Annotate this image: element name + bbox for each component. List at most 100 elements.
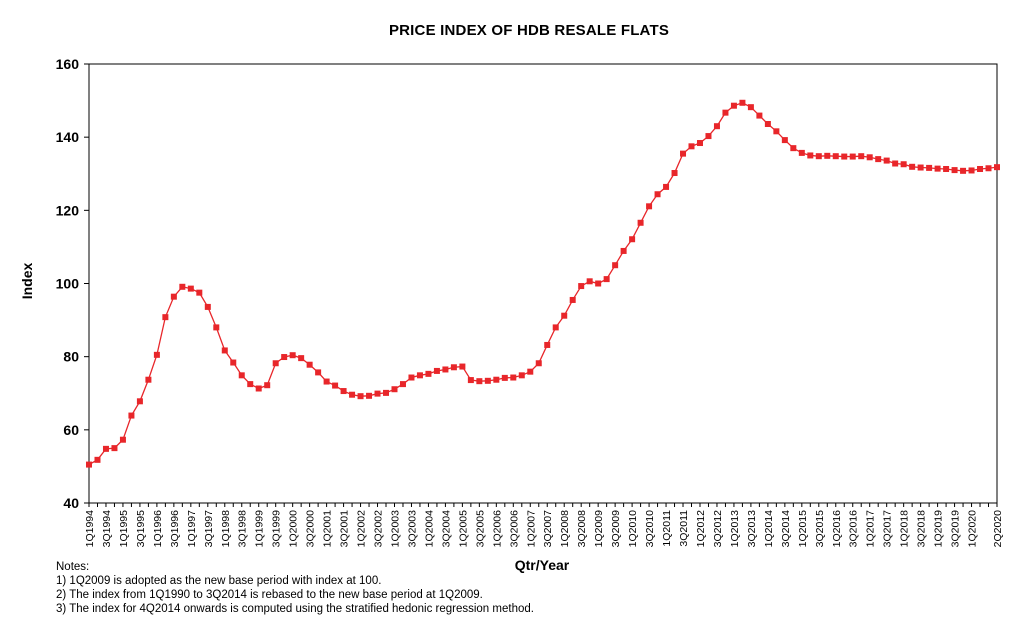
data-point — [102, 445, 109, 452]
data-point — [595, 280, 602, 287]
data-point — [773, 128, 780, 135]
x-tick-label: 1Q2009 — [593, 510, 605, 548]
data-point — [994, 164, 1000, 171]
data-point — [875, 156, 882, 163]
x-tick-label: 1Q2006 — [491, 510, 503, 548]
x-tick-label: 3Q2008 — [576, 510, 588, 548]
notes-heading: Notes: — [56, 561, 90, 573]
x-tick-label: 1Q2010 — [627, 510, 639, 548]
data-point — [730, 102, 737, 109]
x-tick-label: 3Q1994 — [101, 510, 113, 548]
data-point — [450, 364, 457, 371]
y-tick-label: 140 — [56, 129, 80, 145]
x-tick-label: 3Q2002 — [373, 510, 385, 548]
x-tick-label: 3Q2018 — [916, 510, 928, 548]
data-point — [128, 412, 135, 419]
data-point — [306, 361, 313, 368]
data-point — [747, 104, 754, 111]
x-tick-label: 1Q2000 — [288, 510, 300, 548]
x-tick-label: 3Q2013 — [746, 510, 758, 548]
data-point — [111, 445, 118, 452]
x-tick-label: 1Q2005 — [457, 510, 469, 548]
data-point — [476, 378, 483, 385]
data-point — [790, 145, 797, 152]
data-point — [815, 153, 822, 160]
x-tick-label: 1Q1996 — [152, 510, 164, 548]
data-point — [841, 153, 848, 160]
x-tick-label: 1Q2013 — [729, 510, 741, 548]
data-point — [705, 133, 712, 140]
data-point — [527, 368, 534, 375]
data-point — [612, 262, 619, 269]
x-tick-label: 1Q2017 — [865, 510, 877, 548]
data-point — [433, 367, 440, 374]
y-axis-label: Index — [19, 263, 35, 300]
x-tick-label: 3Q2011 — [678, 510, 690, 547]
data-point — [247, 381, 254, 388]
x-tick-label: 2Q2020 — [992, 510, 1004, 548]
x-tick-label: 3Q2010 — [644, 510, 656, 548]
x-tick-label: 3Q2006 — [508, 510, 520, 548]
x-tick-label: 1Q2012 — [695, 510, 707, 548]
data-point — [170, 293, 177, 300]
data-point — [680, 150, 687, 157]
data-point — [968, 167, 975, 174]
data-point — [272, 360, 279, 367]
x-tick-label: 1Q2020 — [967, 510, 979, 548]
data-point — [255, 385, 262, 392]
data-point — [349, 391, 356, 398]
data-point — [807, 152, 814, 159]
data-point — [213, 324, 220, 331]
data-point — [187, 285, 194, 292]
x-tick-label: 1Q1995 — [118, 510, 130, 548]
y-tick-label: 40 — [63, 495, 79, 511]
data-point — [119, 436, 126, 443]
data-point — [849, 153, 856, 160]
data-point — [332, 382, 339, 389]
x-tick-label: 3Q1998 — [237, 510, 249, 548]
x-tick-label: 1Q2015 — [797, 510, 809, 548]
data-point — [136, 398, 143, 405]
data-point — [298, 355, 305, 362]
data-point — [603, 276, 610, 283]
data-point — [94, 456, 101, 463]
x-tick-label: 3Q2007 — [542, 510, 554, 548]
x-tick-label: 1Q1999 — [254, 510, 266, 548]
data-point — [484, 377, 491, 384]
x-tick-label: 1Q1994 — [84, 510, 96, 548]
y-tick-label: 100 — [56, 276, 80, 292]
data-point — [569, 296, 576, 303]
x-tick-label: 1Q1997 — [186, 510, 198, 548]
data-point — [892, 160, 899, 167]
x-tick-label: 3Q2000 — [305, 510, 317, 548]
data-point — [383, 389, 390, 396]
data-point — [934, 165, 941, 172]
x-tick-label: 3Q2005 — [474, 510, 486, 548]
data-point — [637, 219, 644, 226]
data-point — [238, 372, 245, 379]
x-tick-label: 1Q1998 — [220, 510, 232, 548]
data-point — [866, 154, 873, 161]
data-point — [315, 369, 322, 376]
data-point — [86, 461, 92, 468]
data-point — [501, 374, 508, 381]
data-point — [399, 381, 406, 388]
x-tick-label: 1Q2011 — [661, 510, 673, 547]
data-point — [900, 161, 907, 168]
data-point — [764, 120, 771, 127]
data-point — [535, 360, 542, 367]
data-point — [917, 164, 924, 171]
data-point — [230, 359, 237, 366]
data-point — [374, 390, 381, 397]
data-point — [926, 164, 933, 171]
data-point — [951, 167, 958, 174]
data-point — [196, 289, 203, 296]
data-point — [425, 370, 432, 377]
data-point — [688, 143, 695, 150]
data-point — [909, 163, 916, 170]
data-point — [442, 366, 449, 373]
notes: Notes: 1) 1Q2009 is adopted as the new b… — [56, 560, 534, 616]
y-tick-label: 80 — [63, 349, 79, 365]
data-point — [832, 153, 839, 160]
chart-title: PRICE INDEX OF HDB RESALE FLATS — [388, 22, 670, 39]
